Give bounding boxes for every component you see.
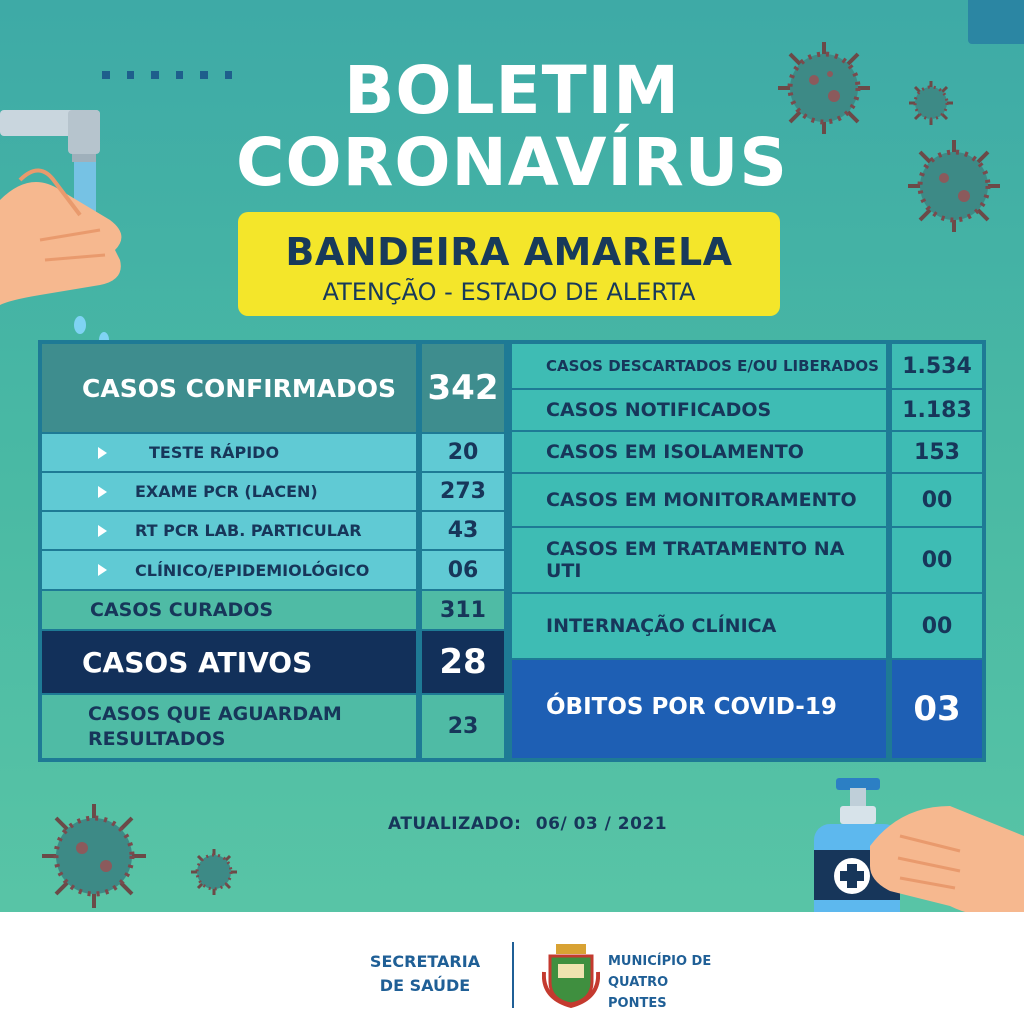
cured-label: CASOS CURADOS bbox=[42, 591, 416, 629]
right-row-value: 153 bbox=[892, 432, 982, 472]
awaiting-value: 23 bbox=[422, 695, 504, 758]
updated-line: ATUALIZADO: 06/ 03 / 2021 bbox=[388, 814, 667, 834]
sub-row-label: TESTE RÁPIDO bbox=[42, 434, 416, 471]
page-title-line1: BOLETIM bbox=[344, 52, 680, 129]
play-bullet-icon bbox=[98, 564, 107, 576]
awaiting-label: CASOS QUE AGUARDAM RESULTADOS bbox=[42, 695, 416, 758]
footer-divider bbox=[512, 942, 514, 1008]
dots-decoration bbox=[102, 71, 232, 79]
banner-title: BANDEIRA AMARELA bbox=[285, 230, 733, 274]
municipio-text: MUNICÍPIO DE QUATRO PONTES bbox=[608, 954, 712, 1011]
play-bullet-icon bbox=[98, 446, 107, 459]
right-row-value: 1.183 bbox=[892, 390, 982, 430]
sub-row-value: 273 bbox=[422, 473, 504, 510]
secretaria-text: SECRETARIA DE SAÚDE bbox=[369, 952, 481, 995]
cured-value: 311 bbox=[422, 591, 504, 629]
left-stats-table: CASOS CONFIRMADOS 342 TESTE RÁPIDO 20 EX… bbox=[38, 340, 508, 762]
right-row-label: CASOS EM MONITORAMENTO bbox=[512, 474, 886, 526]
right-row-label: CASOS NOTIFICADOS bbox=[512, 390, 886, 430]
virus-icon bbox=[908, 140, 1000, 232]
sub-row-label: EXAME PCR (LACEN) bbox=[42, 473, 416, 510]
play-bullet-icon bbox=[98, 485, 107, 498]
right-row-value: 00 bbox=[892, 474, 982, 526]
play-bullet-icon bbox=[98, 524, 107, 537]
washing-hands-icon bbox=[0, 110, 122, 348]
right-row-value: 00 bbox=[892, 594, 982, 658]
right-row-label: CASOS EM ISOLAMENTO bbox=[512, 432, 886, 472]
updated-label: ATUALIZADO: bbox=[388, 814, 522, 834]
virus-icon bbox=[778, 42, 870, 134]
active-value: 28 bbox=[422, 631, 504, 693]
right-stats-table: CASOS DESCARTADOS E/OU LIBERADOS 1.534 C… bbox=[508, 340, 986, 762]
right-row-label: CASOS EM TRATAMENTO NA UTI bbox=[512, 528, 886, 592]
page-title-line2: CORONAVÍRUS bbox=[236, 124, 788, 201]
banner-subtitle: ATENÇÃO - ESTADO DE ALERTA bbox=[322, 278, 696, 306]
virus-icon bbox=[42, 804, 146, 908]
virus-icon bbox=[909, 81, 953, 125]
sub-row-label: CLÍNICO/EPIDEMIOLÓGICO bbox=[42, 551, 416, 589]
updated-date: 06/ 03 / 2021 bbox=[535, 814, 668, 834]
corner-decoration bbox=[968, 0, 1024, 44]
sub-row-label: RT PCR LAB. PARTICULAR bbox=[42, 512, 416, 549]
virus-icon bbox=[191, 849, 237, 895]
confirmed-value: 342 bbox=[422, 344, 504, 432]
sub-row-value: 06 bbox=[422, 551, 504, 589]
deaths-value: 03 bbox=[892, 660, 982, 758]
right-row-value: 1.534 bbox=[892, 344, 982, 388]
sanitizer-bottle-icon bbox=[814, 778, 1024, 928]
right-row-label: INTERNAÇÃO CLÍNICA bbox=[512, 594, 886, 658]
active-label: CASOS ATIVOS bbox=[42, 631, 416, 693]
right-row-label: CASOS DESCARTADOS E/OU LIBERADOS bbox=[512, 344, 886, 388]
sub-row-value: 43 bbox=[422, 512, 504, 549]
deaths-label: ÓBITOS POR COVID-19 bbox=[512, 660, 886, 758]
confirmed-label: CASOS CONFIRMADOS bbox=[42, 344, 416, 432]
alert-banner: BANDEIRA AMARELA ATENÇÃO - ESTADO DE ALE… bbox=[238, 212, 780, 316]
sub-row-value: 20 bbox=[422, 434, 504, 471]
right-row-value: 00 bbox=[892, 528, 982, 592]
coat-of-arms-icon bbox=[542, 944, 600, 1008]
